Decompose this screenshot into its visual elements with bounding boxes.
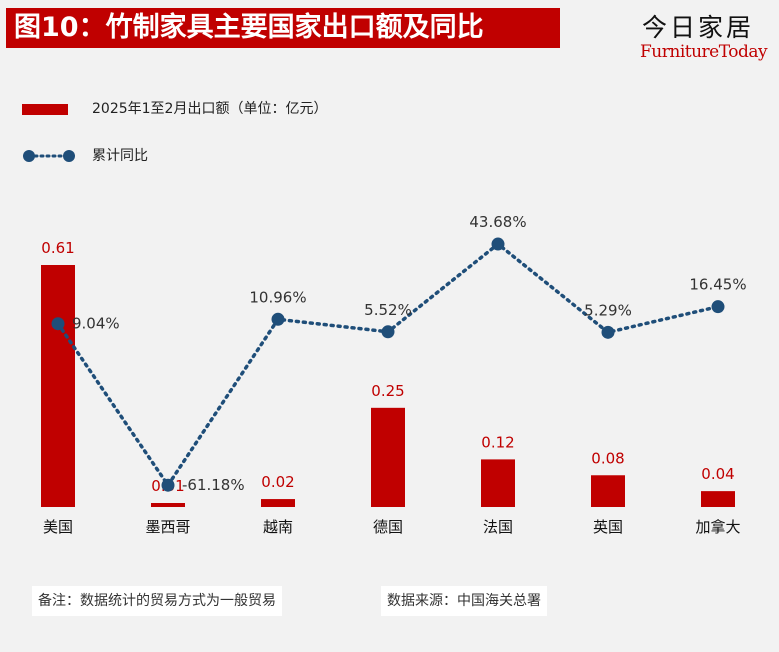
bar-6 (701, 491, 735, 507)
bar-value-label-2: 0.02 (261, 473, 294, 491)
category-label-4: 法国 (483, 518, 513, 536)
legend-line-swatch (23, 150, 75, 162)
chart-title: 图10：竹制家具主要国家出口额及同比 (6, 8, 560, 48)
bar-4 (481, 459, 515, 507)
category-label-5: 英国 (593, 518, 623, 536)
bar-value-label-0: 0.61 (41, 239, 74, 257)
yoy-point-2 (271, 312, 285, 326)
yoy-point-0 (51, 317, 65, 331)
yoy-value-label-2: 10.96% (249, 288, 306, 306)
legend-bar-swatch (22, 103, 68, 115)
category-label-0: 美国 (43, 518, 73, 536)
yoy-point-4 (491, 237, 505, 251)
bar-2 (261, 499, 295, 507)
yoy-point-3 (381, 325, 395, 339)
category-label-3: 德国 (373, 518, 403, 536)
bar-0 (41, 265, 75, 507)
bar-3 (371, 407, 405, 507)
yoy-point-6 (711, 300, 725, 314)
legend-bar-label: 2025年1至2月出口额（单位：亿元） (92, 101, 328, 117)
yoy-value-label-5: 5.29% (584, 301, 632, 319)
legend-line-label: 累计同比 (92, 148, 148, 164)
yoy-point-1 (161, 478, 175, 492)
yoy-value-label-1: -61.18% (182, 476, 245, 494)
bar-value-label-4: 0.12 (481, 433, 514, 451)
bar-value-label-3: 0.25 (371, 382, 404, 400)
yoy-point-5 (601, 325, 615, 339)
brand-logo-english: FurnitureToday (640, 42, 768, 62)
legend-item-line: 累计同比 (22, 145, 148, 167)
yoy-value-label-4: 43.68% (469, 213, 526, 231)
bar-1 (151, 503, 185, 507)
yoy-value-label-6: 16.45% (689, 276, 746, 294)
bar-value-label-6: 0.04 (701, 465, 734, 483)
legend-item-bar: 2025年1至2月出口额（单位：亿元） (22, 98, 327, 120)
category-label-2: 越南 (263, 518, 293, 536)
footnote-source: 数据来源：中国海关总署 (381, 586, 547, 616)
yoy-value-label-3: 5.52% (364, 301, 412, 319)
category-label-1: 墨西哥 (145, 518, 190, 536)
bar-5 (591, 475, 625, 507)
footnote-note: 备注：数据统计的贸易方式为一般贸易 (32, 586, 282, 616)
yoy-value-label-0: 9.04% (72, 315, 120, 333)
bar-value-label-5: 0.08 (591, 449, 624, 467)
category-label-6: 加拿大 (695, 518, 740, 536)
brand-logo-chinese: 今日家居 (641, 13, 754, 42)
